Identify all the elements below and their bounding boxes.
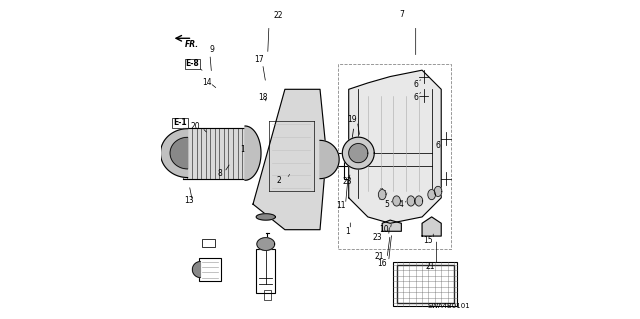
Bar	[394, 262, 457, 306]
Polygon shape	[342, 137, 374, 169]
Polygon shape	[193, 262, 200, 278]
Polygon shape	[349, 144, 368, 163]
Text: 10: 10	[379, 225, 388, 234]
Bar	[256, 249, 275, 293]
Text: 11: 11	[336, 201, 346, 210]
Text: 13: 13	[184, 197, 194, 205]
Text: E-8: E-8	[186, 59, 199, 68]
Bar	[199, 258, 221, 281]
Text: 9: 9	[209, 45, 214, 54]
Text: 7: 7	[399, 10, 404, 19]
Text: 19: 19	[347, 115, 356, 124]
Bar	[337, 64, 451, 249]
Text: 22: 22	[274, 11, 284, 20]
Polygon shape	[257, 238, 275, 250]
Polygon shape	[382, 220, 401, 231]
Text: 4: 4	[412, 198, 417, 207]
Text: 6: 6	[378, 189, 383, 197]
Polygon shape	[349, 70, 441, 223]
Text: 16: 16	[378, 259, 387, 268]
Text: 6: 6	[436, 141, 440, 150]
Text: SWA4B0101: SWA4B0101	[428, 303, 470, 309]
Text: 6: 6	[413, 93, 418, 102]
Text: 17: 17	[255, 55, 264, 63]
Bar	[397, 265, 454, 303]
Text: 3: 3	[378, 193, 383, 202]
Polygon shape	[170, 137, 188, 169]
Polygon shape	[256, 214, 275, 220]
Text: 21: 21	[426, 262, 435, 271]
Polygon shape	[253, 89, 326, 230]
Polygon shape	[245, 126, 261, 180]
Polygon shape	[428, 189, 435, 200]
Polygon shape	[435, 186, 442, 197]
Polygon shape	[161, 129, 188, 177]
Bar	[202, 239, 215, 247]
Text: 8: 8	[217, 169, 222, 178]
Polygon shape	[422, 217, 441, 236]
Text: 4: 4	[399, 200, 404, 209]
Text: FR.: FR.	[184, 40, 198, 49]
Polygon shape	[407, 196, 415, 206]
Text: 18: 18	[258, 93, 268, 102]
Text: 1: 1	[345, 227, 349, 236]
Text: 15: 15	[424, 236, 433, 245]
Bar	[344, 147, 352, 179]
Text: 6: 6	[413, 80, 418, 89]
Text: 12: 12	[240, 145, 250, 154]
Polygon shape	[393, 196, 401, 206]
Text: 20: 20	[191, 122, 200, 130]
Polygon shape	[378, 189, 386, 200]
Text: 23: 23	[342, 177, 352, 186]
Polygon shape	[320, 140, 339, 179]
Text: 6: 6	[381, 190, 386, 199]
Polygon shape	[415, 196, 422, 206]
Text: 14: 14	[202, 78, 212, 87]
Text: 6: 6	[431, 190, 436, 199]
Text: 23: 23	[372, 233, 382, 242]
Text: E-1: E-1	[173, 118, 187, 127]
Text: 2: 2	[276, 176, 281, 185]
Text: 21: 21	[374, 252, 384, 261]
Bar	[264, 290, 271, 300]
Text: 5: 5	[385, 200, 389, 209]
